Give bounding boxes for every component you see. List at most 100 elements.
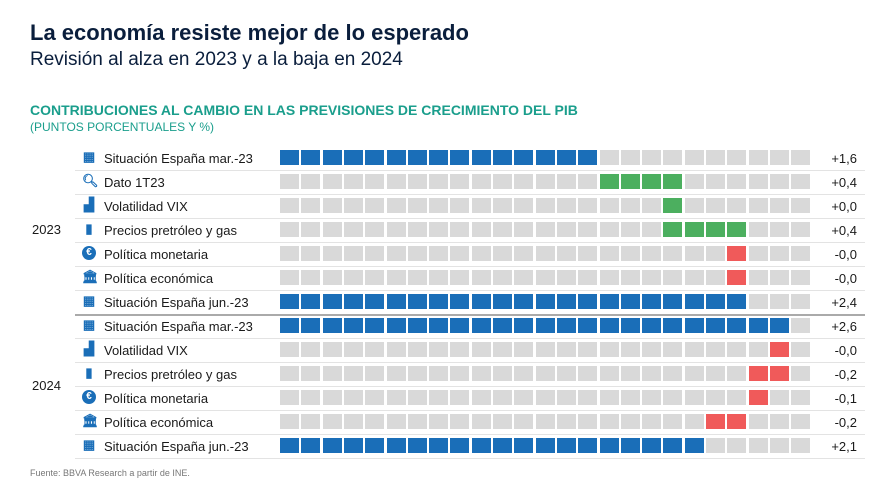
filled-square — [769, 318, 789, 333]
empty-square — [280, 174, 299, 189]
empty-square — [322, 222, 342, 237]
empty-square — [535, 342, 555, 357]
filled-square — [514, 150, 534, 165]
empty-square — [386, 390, 406, 405]
empty-square — [642, 222, 662, 237]
empty-square — [493, 342, 512, 357]
empty-square — [322, 366, 342, 381]
empty-square — [727, 438, 747, 453]
empty-square — [471, 270, 491, 285]
empty-square — [769, 174, 789, 189]
empty-square — [493, 198, 512, 213]
empty-square — [471, 198, 491, 213]
empty-square — [642, 150, 662, 165]
row-value: +0,0 — [831, 199, 857, 214]
filled-square — [769, 366, 789, 381]
empty-square — [535, 390, 555, 405]
empty-square — [620, 414, 640, 429]
empty-square — [429, 414, 449, 429]
empty-square — [301, 366, 321, 381]
filled-square — [642, 174, 662, 189]
filled-square — [684, 294, 704, 309]
calendar-icon: ▦ — [82, 317, 96, 332]
filled-square — [429, 438, 449, 453]
empty-square — [535, 174, 555, 189]
empty-square — [748, 174, 768, 189]
filled-square — [471, 294, 491, 309]
filled-square — [556, 318, 576, 333]
filled-square — [556, 294, 576, 309]
empty-square — [365, 366, 385, 381]
filled-square — [684, 438, 704, 453]
empty-square — [663, 270, 683, 285]
empty-square — [535, 222, 555, 237]
filled-square — [663, 294, 683, 309]
empty-square — [769, 438, 789, 453]
filled-square — [493, 318, 512, 333]
empty-square — [684, 198, 704, 213]
empty-square — [450, 342, 470, 357]
empty-square — [386, 198, 406, 213]
filled-square — [748, 366, 768, 381]
row-value: +2,6 — [831, 319, 857, 334]
filled-square — [706, 318, 725, 333]
filled-square — [301, 150, 321, 165]
empty-square — [493, 222, 512, 237]
empty-square — [322, 246, 342, 261]
filled-square — [748, 390, 768, 405]
euro-icon: € — [82, 246, 96, 260]
empty-square — [514, 270, 534, 285]
filled-square — [365, 318, 385, 333]
filled-square — [514, 294, 534, 309]
empty-square — [599, 150, 619, 165]
source-note: Fuente: BBVA Research a partir de INE. — [30, 468, 190, 478]
row-label: Política económica — [104, 271, 214, 286]
empty-square — [791, 246, 811, 261]
empty-square — [301, 342, 321, 357]
empty-square — [429, 198, 449, 213]
empty-square — [322, 174, 342, 189]
empty-square — [791, 414, 811, 429]
empty-square — [280, 390, 299, 405]
filled-square — [471, 318, 491, 333]
empty-square — [301, 174, 321, 189]
empty-square — [706, 174, 725, 189]
empty-square — [471, 366, 491, 381]
filled-square — [322, 318, 342, 333]
empty-square — [578, 366, 598, 381]
empty-square — [748, 414, 768, 429]
empty-square — [727, 198, 747, 213]
empty-square — [769, 198, 789, 213]
empty-square — [450, 414, 470, 429]
empty-square — [791, 390, 811, 405]
empty-square — [343, 270, 363, 285]
empty-square — [706, 438, 725, 453]
empty-square — [343, 174, 363, 189]
empty-square — [343, 246, 363, 261]
empty-square — [429, 342, 449, 357]
empty-square — [535, 246, 555, 261]
empty-square — [514, 222, 534, 237]
row-value: -0,2 — [834, 415, 857, 430]
empty-square — [791, 198, 811, 213]
filled-square — [407, 438, 427, 453]
empty-square — [301, 390, 321, 405]
row-label: Situación España jun.-23 — [104, 439, 249, 454]
empty-square — [791, 438, 811, 453]
row-label: Situación España mar.-23 — [104, 319, 253, 334]
empty-square — [706, 246, 725, 261]
empty-square — [514, 366, 534, 381]
empty-square — [748, 198, 768, 213]
empty-square — [365, 390, 385, 405]
year-label: 2024 — [32, 378, 61, 393]
filled-square — [578, 438, 598, 453]
empty-square — [791, 270, 811, 285]
filled-square — [322, 150, 342, 165]
empty-square — [791, 294, 811, 309]
empty-square — [620, 222, 640, 237]
filled-square — [365, 294, 385, 309]
row-value: +2,4 — [831, 295, 857, 310]
empty-square — [322, 198, 342, 213]
empty-square — [748, 222, 768, 237]
